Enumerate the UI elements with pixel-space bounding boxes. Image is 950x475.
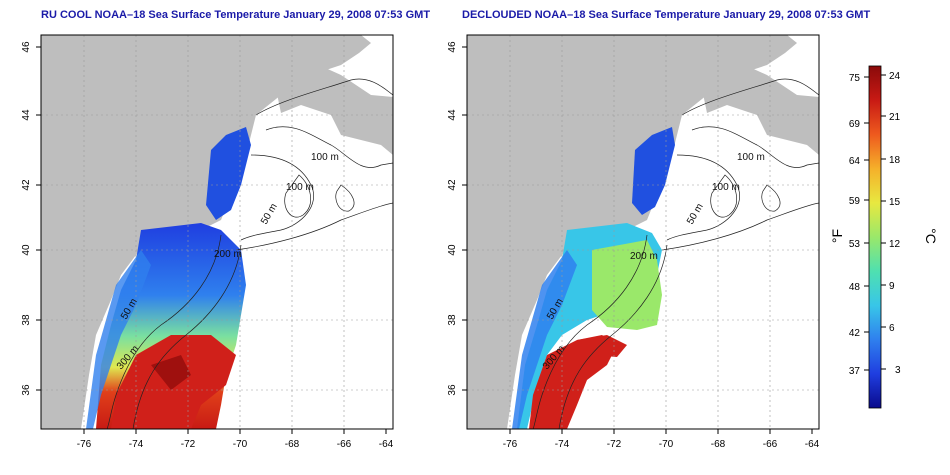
contour-label: 200 m [214, 249, 242, 260]
y-tick-label: 36 [21, 384, 32, 396]
celsius-unit-label: °C [923, 228, 939, 244]
colorbar-ticks [864, 74, 886, 371]
x-tick-label: -66 [763, 439, 778, 450]
y-tick-label: 36 [447, 384, 458, 396]
x-tick-label: -76 [503, 439, 518, 450]
fahrenheit-tick: 59 [849, 196, 861, 207]
celsius-tick: 9 [889, 281, 895, 292]
celsius-tick: 15 [889, 197, 901, 208]
contour-label: 200 m [630, 251, 658, 262]
x-tick-label: -74 [129, 439, 144, 450]
contour-label: 100 m [311, 152, 339, 163]
celsius-tick: 6 [889, 323, 895, 334]
land-mass [467, 35, 797, 429]
right-panel-title: DECLOUDED NOAA–18 Sea Surface Temperatur… [462, 9, 871, 21]
fahrenheit-tick: 75 [849, 73, 861, 84]
x-tick-label: -68 [285, 439, 300, 450]
fahrenheit-tick: 48 [849, 282, 861, 293]
x-tick-label: -70 [659, 439, 674, 450]
isobaths [106, 78, 393, 429]
colorbar: 75 69 64 59 53 48 42 37 24 21 18 15 12 9… [829, 65, 939, 409]
y-tick-label: 38 [21, 314, 32, 326]
fahrenheit-tick: 53 [849, 239, 861, 250]
isobaths [532, 78, 819, 429]
y-tick-label: 44 [21, 109, 32, 121]
contour-label: 100 m [712, 182, 740, 193]
celsius-tick: 24 [889, 71, 901, 82]
x-tick-label: -72 [607, 439, 622, 450]
map-frame [40, 34, 394, 430]
celsius-tick: 12 [889, 239, 901, 250]
x-tick-label: -66 [337, 439, 352, 450]
x-tick-label: -74 [555, 439, 570, 450]
colorbar-gradient [868, 65, 882, 409]
x-tick-label: -72 [181, 439, 196, 450]
y-tick-label: 42 [21, 179, 32, 191]
fahrenheit-tick: 64 [849, 156, 861, 167]
y-tick-label: 40 [21, 244, 32, 256]
celsius-tick: 3 [895, 365, 901, 376]
y-tick-label: 46 [447, 41, 458, 53]
sst-north-plume [632, 127, 675, 215]
fahrenheit-tick: 42 [849, 328, 861, 339]
y-tick-label: 40 [447, 244, 458, 256]
contour-label: 100 m [286, 182, 314, 193]
x-tick-label: -64 [805, 439, 820, 450]
land-mass [41, 35, 371, 429]
celsius-tick: 18 [889, 155, 901, 166]
left-panel-title: RU COOL NOAA–18 Sea Surface Temperature … [41, 9, 431, 21]
y-tick-label: 46 [21, 41, 32, 53]
y-tick-label: 38 [447, 314, 458, 326]
y-tick-label: 44 [447, 109, 458, 121]
x-tick-label: -64 [379, 439, 394, 450]
x-tick-label: -70 [233, 439, 248, 450]
fahrenheit-unit-label: °F [829, 229, 845, 243]
axis-ticks [462, 46, 813, 434]
graticule [467, 35, 819, 429]
fahrenheit-tick: 37 [849, 366, 861, 377]
x-tick-label: -68 [711, 439, 726, 450]
axis-ticks [36, 46, 387, 434]
sst-map-left: 100 m 100 m 50 m 200 m 50 m 300 m -76 -7… [21, 34, 394, 450]
fahrenheit-tick: 69 [849, 119, 861, 130]
sst-map-right: 100 m 100 m 50 m 200 m 50 m 300 m -76 -7… [447, 34, 820, 450]
y-tick-label: 42 [447, 179, 458, 191]
map-frame [466, 34, 820, 430]
x-tick-label: -76 [77, 439, 92, 450]
graticule [41, 35, 393, 429]
contour-label: 100 m [737, 152, 765, 163]
celsius-tick: 21 [889, 112, 901, 123]
